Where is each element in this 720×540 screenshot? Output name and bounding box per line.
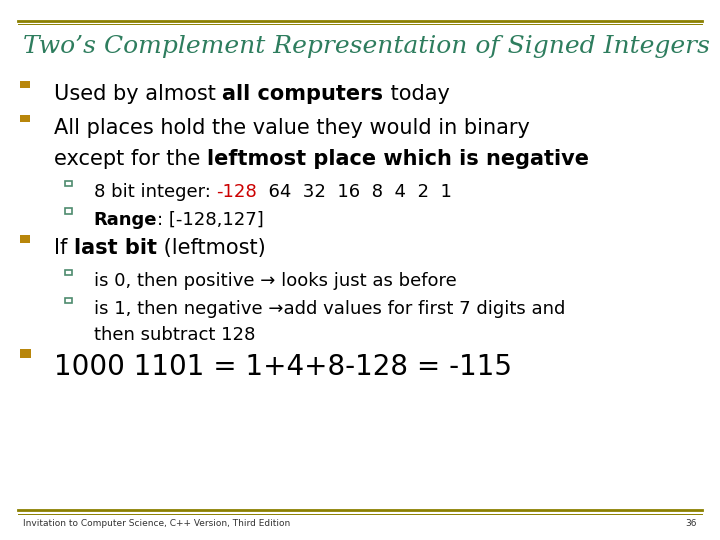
Bar — [20, 114, 30, 122]
Text: last bit: last bit — [74, 238, 157, 258]
Text: Range: Range — [94, 211, 157, 228]
Text: except for the: except for the — [54, 149, 207, 169]
Text: Used by almost: Used by almost — [54, 84, 222, 104]
Text: is 0, then positive → looks just as before: is 0, then positive → looks just as befo… — [94, 272, 456, 290]
Bar — [65, 270, 72, 275]
Text: 8 bit integer:: 8 bit integer: — [94, 183, 216, 201]
Text: -128: -128 — [216, 183, 257, 201]
Bar — [20, 235, 30, 242]
Text: 1000 1101 = 1+4+8-128 = -115: 1000 1101 = 1+4+8-128 = -115 — [54, 353, 512, 381]
Bar — [20, 80, 30, 88]
Text: is 1, then negative →add values for first 7 digits and: is 1, then negative →add values for firs… — [94, 300, 565, 318]
Text: (leftmost): (leftmost) — [157, 238, 266, 258]
Text: Two’s Complement Representation of Signed Integers: Two’s Complement Representation of Signe… — [23, 35, 710, 58]
Text: All places hold the value they would in binary: All places hold the value they would in … — [54, 118, 530, 138]
Text: all computers: all computers — [222, 84, 384, 104]
Text: 64  32  16  8  4  2  1: 64 32 16 8 4 2 1 — [257, 183, 452, 201]
Text: If: If — [54, 238, 74, 258]
Text: leftmost place which is negative: leftmost place which is negative — [207, 149, 589, 169]
Text: 36: 36 — [685, 519, 697, 528]
Text: then subtract 128: then subtract 128 — [94, 326, 255, 343]
Bar — [65, 181, 72, 186]
Bar — [65, 208, 72, 214]
Text: : [-128,127]: : [-128,127] — [157, 211, 264, 228]
Text: today: today — [384, 84, 449, 104]
Text: Invitation to Computer Science, C++ Version, Third Edition: Invitation to Computer Science, C++ Vers… — [23, 519, 290, 528]
Bar — [20, 349, 31, 357]
Bar — [65, 298, 72, 303]
